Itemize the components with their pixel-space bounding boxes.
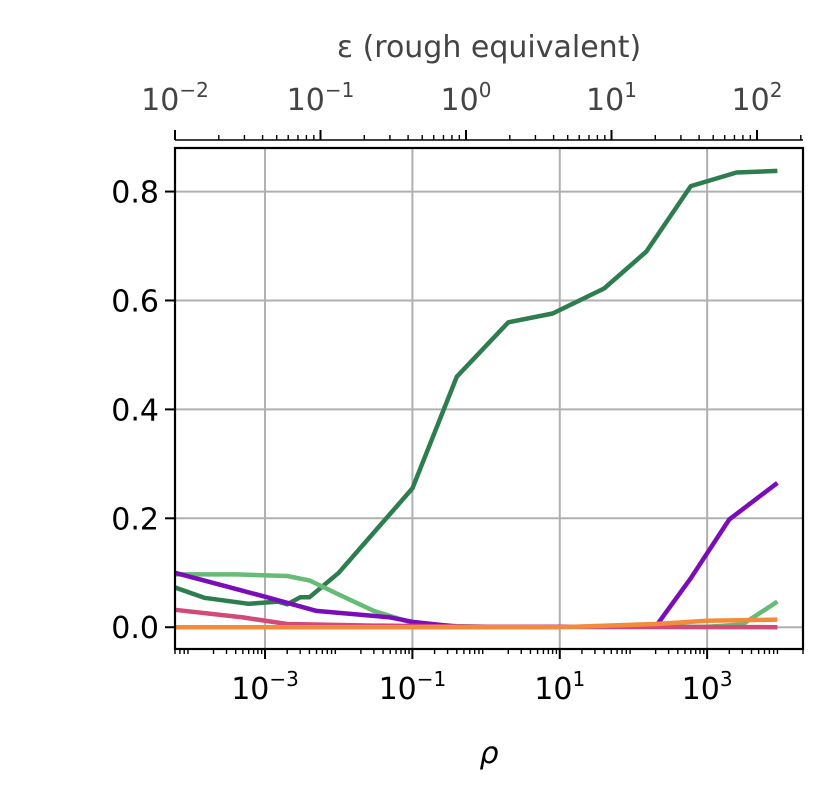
y-tick-label: 0.8 xyxy=(111,176,159,211)
x-tick-label: 10−3 xyxy=(231,667,299,707)
top-tick-label: 10−2 xyxy=(141,78,209,118)
y-tick-label: 0.0 xyxy=(111,611,159,646)
series-line-5 xyxy=(175,617,778,630)
x-axis-title: ρ xyxy=(479,736,498,771)
x-tick-label: 10−1 xyxy=(379,667,447,707)
y-tick-label: 0.4 xyxy=(111,393,159,428)
x-tick-label: 103 xyxy=(682,667,733,707)
top-tick-label: 101 xyxy=(586,78,637,118)
top-axis-title: ε (rough equivalent) xyxy=(337,30,641,65)
x-axis: 10−3 10−1 101 103 xyxy=(174,649,804,707)
top-tick-label: 102 xyxy=(732,78,783,118)
x-tick-label: 101 xyxy=(534,667,585,707)
top-tick-label: 100 xyxy=(441,78,492,118)
y-tick-label: 0.2 xyxy=(111,502,159,537)
top-tick-label: 10−1 xyxy=(287,78,355,118)
series-line-1 xyxy=(174,168,778,607)
grid-lines xyxy=(175,148,803,649)
y-tick-label: 0.6 xyxy=(111,284,159,319)
y-axis: 0.0 0.2 0.4 0.6 0.8 xyxy=(111,176,175,646)
plot-frame xyxy=(173,146,805,651)
top-axis: 10−2 10−1 100 101 102 xyxy=(141,78,803,141)
series-lines xyxy=(174,168,779,630)
